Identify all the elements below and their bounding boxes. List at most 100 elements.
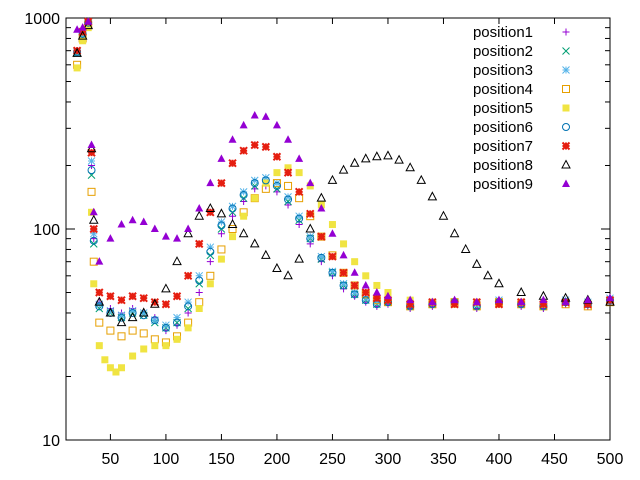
data-point <box>205 202 216 213</box>
data-point <box>112 368 120 376</box>
data-point <box>450 295 459 304</box>
data-point <box>217 255 225 263</box>
data-point <box>217 178 226 188</box>
data-point <box>350 290 359 299</box>
data-point <box>228 202 237 211</box>
data-point <box>261 142 271 152</box>
data-point <box>84 24 92 32</box>
data-point <box>227 218 238 229</box>
data-point <box>240 198 248 205</box>
data-point <box>316 192 327 202</box>
data-point <box>284 135 293 143</box>
data-point <box>516 286 527 297</box>
data-point <box>284 181 293 190</box>
data-point <box>95 302 104 311</box>
data-point <box>184 298 192 307</box>
data-point <box>161 283 171 293</box>
data-point <box>372 151 382 161</box>
legend-marker <box>562 47 570 55</box>
data-point <box>162 321 170 330</box>
data-point <box>94 296 105 306</box>
x-tick-label: 150 <box>208 451 235 468</box>
data-point <box>72 46 82 55</box>
data-point <box>206 271 215 280</box>
data-point <box>128 308 137 317</box>
data-point <box>471 258 482 268</box>
legend-label: position8 <box>473 157 533 174</box>
data-point <box>138 307 149 317</box>
data-point <box>206 243 215 252</box>
data-point <box>339 268 348 278</box>
data-point <box>272 152 282 161</box>
data-point <box>273 179 281 187</box>
data-point <box>460 243 471 253</box>
data-point <box>250 182 259 190</box>
data-point <box>195 204 204 212</box>
data-point <box>195 271 204 280</box>
data-point <box>79 37 87 45</box>
data-point <box>295 169 303 177</box>
data-point <box>438 210 449 220</box>
legend-label: position3 <box>473 62 533 79</box>
data-point <box>195 239 204 249</box>
data-point <box>483 270 493 280</box>
data-point <box>184 324 192 332</box>
data-point <box>206 280 214 288</box>
data-point <box>350 268 359 276</box>
data-point <box>249 238 260 248</box>
data-point <box>405 300 415 309</box>
legend-item-position8: position8 <box>473 157 571 174</box>
data-point <box>116 317 127 327</box>
data-point <box>89 229 98 238</box>
data-point <box>561 297 570 306</box>
legend-marker <box>562 28 570 36</box>
data-point <box>494 295 503 304</box>
x-tick-label: 100 <box>153 451 180 468</box>
data-point <box>283 168 293 177</box>
series-layer <box>72 17 615 376</box>
data-point <box>394 154 404 164</box>
data-point <box>350 281 359 290</box>
data-point <box>127 312 138 322</box>
data-point <box>251 194 259 202</box>
data-point <box>305 223 316 233</box>
data-point <box>338 164 349 174</box>
data-point <box>206 178 215 187</box>
data-point <box>383 150 393 160</box>
data-point <box>106 234 115 242</box>
data-point <box>139 293 148 303</box>
data-point <box>494 300 504 309</box>
data-point <box>373 298 381 307</box>
x-tick-label: 500 <box>597 451 624 468</box>
series-position9 <box>73 17 614 306</box>
data-point <box>539 300 548 309</box>
data-point <box>95 318 104 327</box>
data-point <box>228 204 237 213</box>
data-point <box>328 252 337 261</box>
data-point <box>328 221 336 229</box>
data-point <box>360 153 371 163</box>
data-point <box>295 194 304 203</box>
data-point <box>172 292 182 301</box>
legend-label: position4 <box>473 81 533 98</box>
data-point <box>583 295 592 304</box>
data-point <box>128 215 137 224</box>
data-point <box>194 210 205 220</box>
data-point <box>151 342 159 350</box>
data-point <box>206 208 215 217</box>
data-point <box>183 228 193 238</box>
legend-label: position9 <box>473 176 533 193</box>
data-point <box>361 280 370 289</box>
legend-marker <box>561 159 571 169</box>
data-point <box>361 288 370 297</box>
data-point <box>89 207 98 216</box>
data-point <box>450 300 459 309</box>
data-point <box>539 295 548 304</box>
legend-label: position5 <box>473 100 533 117</box>
data-point <box>90 280 98 288</box>
data-point <box>73 64 81 72</box>
legend-marker <box>562 179 570 187</box>
data-point <box>87 140 96 149</box>
y-tick-label: 10 <box>42 433 60 450</box>
data-point <box>84 17 93 25</box>
